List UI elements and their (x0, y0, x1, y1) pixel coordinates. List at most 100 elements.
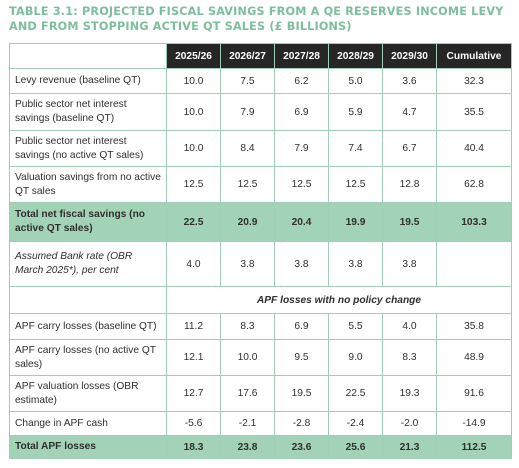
table-cell: 3.8 (220, 241, 275, 287)
column-header: 2029/30 (382, 43, 437, 69)
row-label: Valuation savings from no active QT sale… (9, 166, 167, 203)
table-cell: 7.9 (274, 130, 329, 167)
table-cell: -2.8 (274, 411, 329, 436)
table-cell: 18.3 (166, 435, 221, 459)
table-cell: 4.7 (382, 93, 437, 131)
table-cell: 23.6 (274, 435, 329, 459)
table-cell: 6.7 (382, 130, 437, 167)
table-cell: 10.0 (166, 68, 221, 94)
row-label: Total net fiscal savings (no active QT s… (9, 202, 167, 242)
table-cell: 12.5 (328, 166, 383, 203)
table-cell: -2.0 (382, 411, 437, 436)
table-cell: 12.5 (274, 166, 329, 203)
table-cell: 19.5 (382, 202, 437, 242)
table-cell: 3.8 (328, 241, 383, 287)
table-cell: 17.6 (220, 375, 275, 412)
table-cell: 8.3 (220, 313, 275, 340)
row-label: Public sector net interest savings (no a… (9, 130, 167, 167)
header-row: 2025/26 2026/27 2027/28 2028/29 2029/30 … (9, 43, 512, 69)
table-cell: 25.6 (328, 435, 383, 459)
table-row: Public sector net interest savings (no a… (9, 130, 512, 167)
table-cell: 5.0 (328, 68, 383, 94)
column-header: 2027/28 (274, 43, 329, 69)
column-header: 2026/27 (220, 43, 275, 69)
row-label: Change in APF cash (9, 411, 167, 436)
table-cell: 6.9 (274, 93, 329, 131)
table-cell: 21.3 (382, 435, 437, 459)
table-row: Change in APF cash -5.6 -2.1 -2.8 -2.4 -… (9, 411, 512, 436)
header-blank-cell (9, 43, 167, 69)
table-cell: 10.0 (166, 93, 221, 131)
table-cell: 5.9 (328, 93, 383, 131)
table-cell: 62.8 (436, 166, 512, 203)
table-cell: 19.9 (328, 202, 383, 242)
table-cell: 103.3 (436, 202, 512, 242)
table-title: TABLE 3.1: PROJECTED FISCAL SAVINGS FROM… (9, 5, 504, 33)
table-cell: 22.5 (166, 202, 221, 242)
table-cell: 9.0 (328, 339, 383, 376)
table-cell: 12.7 (166, 375, 221, 412)
table-cell: 4.0 (382, 313, 437, 340)
table-row: Valuation savings from no active QT sale… (9, 166, 512, 203)
fiscal-savings-table: 2025/26 2026/27 2027/28 2028/29 2029/30 … (9, 43, 512, 459)
table-cell: 91.6 (436, 375, 512, 412)
table-row: APF carry losses (no active QT sales) 12… (9, 339, 512, 376)
table-cell: 12.8 (382, 166, 437, 203)
table-cell: 10.0 (166, 130, 221, 167)
table-row: APF carry losses (baseline QT) 11.2 8.3 … (9, 313, 512, 340)
table-cell: 7.5 (220, 68, 275, 94)
table-cell: -2.1 (220, 411, 275, 436)
section-heading-row: APF losses with no policy change (9, 286, 512, 314)
row-label: Public sector net interest savings (base… (9, 93, 167, 131)
row-label: Total APF losses (9, 435, 167, 459)
table-cell: 112.5 (436, 435, 512, 459)
column-header: 2025/26 (166, 43, 221, 69)
total-row: Total APF losses 18.3 23.8 23.6 25.6 21.… (9, 435, 512, 459)
table-cell: 10.0 (220, 339, 275, 376)
table-cell: 8.4 (220, 130, 275, 167)
table-cell: 7.9 (220, 93, 275, 131)
table-cell: 19.3 (382, 375, 437, 412)
table-cell: 35.5 (436, 93, 512, 131)
table-cell: 5.5 (328, 313, 383, 340)
table-cell: 3.6 (382, 68, 437, 94)
row-label: Levy revenue (baseline QT) (9, 68, 167, 94)
table-cell: 23.8 (220, 435, 275, 459)
table-row: Public sector net interest savings (base… (9, 93, 512, 131)
row-label: Assumed Bank rate (OBR March 2025*), per… (9, 241, 167, 287)
table-cell: 32.3 (436, 68, 512, 94)
table-cell: 4.0 (166, 241, 221, 287)
table-cell: 6.9 (274, 313, 329, 340)
table-cell: 7.4 (328, 130, 383, 167)
table-cell: 3.8 (274, 241, 329, 287)
table-cell: 8.3 (382, 339, 437, 376)
table-cell: 22.5 (328, 375, 383, 412)
row-label: APF carry losses (baseline QT) (9, 313, 167, 340)
table-cell: 48.9 (436, 339, 512, 376)
table-cell: 12.5 (166, 166, 221, 203)
table-cell: 6.2 (274, 68, 329, 94)
section-gap-cell (9, 286, 167, 314)
table-cell: -14.9 (436, 411, 512, 436)
table-cell: 9.5 (274, 339, 329, 376)
table-cell: 35.8 (436, 313, 512, 340)
section-heading: APF losses with no policy change (166, 286, 512, 314)
table-cell: 3.8 (382, 241, 437, 287)
table-row: APF valuation losses (OBR estimate) 12.7… (9, 375, 512, 412)
table-cell (436, 241, 512, 287)
table-cell: -5.6 (166, 411, 221, 436)
table-cell: 12.1 (166, 339, 221, 376)
table-cell: 20.4 (274, 202, 329, 242)
total-row: Total net fiscal savings (no active QT s… (9, 202, 512, 242)
column-header: 2028/29 (328, 43, 383, 69)
table-cell: 12.5 (220, 166, 275, 203)
table-row: Assumed Bank rate (OBR March 2025*), per… (9, 241, 512, 287)
table-cell: -2.4 (328, 411, 383, 436)
table-cell: 19.5 (274, 375, 329, 412)
table-row: Levy revenue (baseline QT) 10.0 7.5 6.2 … (9, 68, 512, 94)
table-cell: 40.4 (436, 130, 512, 167)
table-cell: 11.2 (166, 313, 221, 340)
row-label: APF valuation losses (OBR estimate) (9, 375, 167, 412)
row-label: APF carry losses (no active QT sales) (9, 339, 167, 376)
table-cell: 20.9 (220, 202, 275, 242)
